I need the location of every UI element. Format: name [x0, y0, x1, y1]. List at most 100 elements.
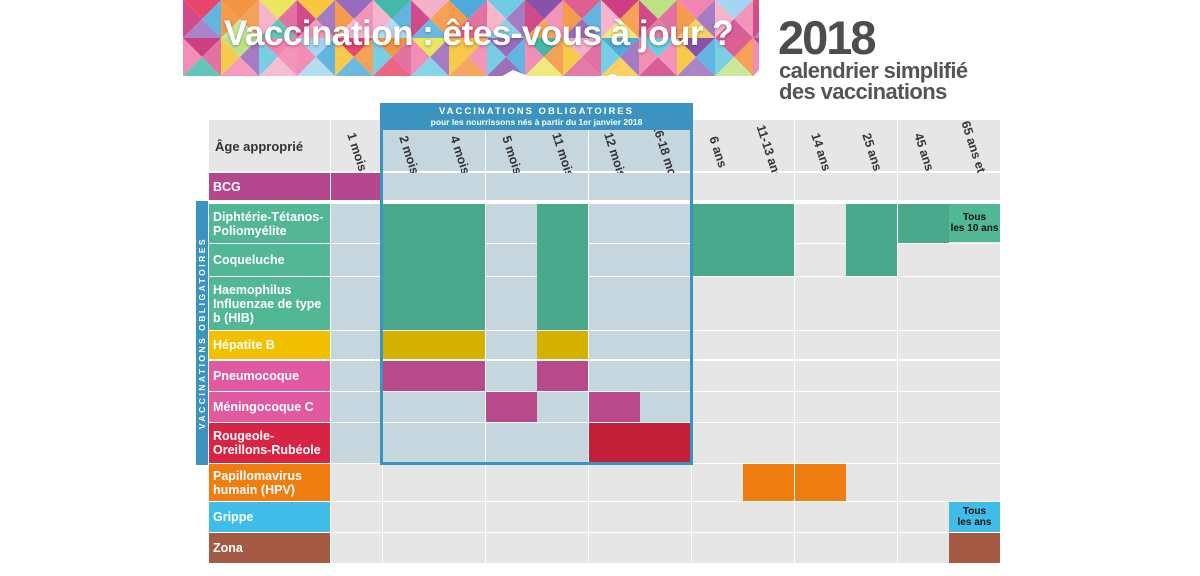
- grid-cell: [537, 464, 588, 501]
- banner-triangle: [183, 57, 221, 76]
- grid-cell: [383, 423, 434, 463]
- banner-triangle: [335, 38, 373, 57]
- grid-cell: [331, 502, 382, 532]
- grid-cell: [692, 392, 743, 422]
- grid-cell: [795, 502, 846, 532]
- grid-cell: [692, 277, 743, 330]
- grid-cell: [331, 277, 382, 330]
- schedule-mark: [743, 204, 794, 243]
- grid-cell: [846, 277, 897, 330]
- grid-cell: [331, 244, 382, 276]
- grid-cell: [898, 361, 949, 391]
- banner-triangle: [468, 0, 487, 38]
- vaccine-label-0: BCG: [209, 173, 330, 200]
- banner-triangle: [392, 38, 411, 76]
- age-column-header: 6 ans: [692, 120, 743, 171]
- banner-triangle: [335, 0, 354, 38]
- grid-cell: [692, 361, 743, 391]
- banner-triangle: [715, 19, 753, 38]
- banner-triangle: [487, 19, 525, 38]
- schedule-mark: [743, 464, 794, 501]
- schedule-mark: [434, 276, 485, 330]
- grid-cell: [640, 533, 691, 563]
- grid-cell: [589, 173, 640, 200]
- grid-cell: [692, 502, 743, 532]
- banner-triangle: [563, 0, 601, 19]
- age-column-header: 14 ans: [795, 120, 846, 172]
- grid-cell: [640, 464, 691, 501]
- grid-cell: [795, 331, 846, 359]
- banner-triangle: [563, 38, 582, 76]
- grid-cell: [898, 392, 949, 422]
- header-banner: [183, 0, 759, 100]
- banner-triangle: [297, 0, 316, 38]
- grid-cell: [692, 173, 743, 200]
- banner-triangle: [411, 57, 449, 76]
- grid-cell: [331, 392, 382, 422]
- banner-triangle: [677, 38, 696, 76]
- grid-cell: [795, 533, 846, 563]
- grid-cell: [589, 204, 640, 243]
- banner-triangle: [449, 19, 487, 38]
- banner-triangle: [221, 19, 259, 38]
- banner-triangle: [354, 38, 373, 76]
- grid-cell: [743, 533, 794, 563]
- age-label: 2 mois: [395, 134, 422, 177]
- grid-cell: [846, 173, 897, 200]
- schedule-mark: [383, 361, 434, 391]
- banner-triangle: [715, 0, 734, 38]
- grid-cell: [331, 331, 382, 359]
- banner-triangle: [297, 38, 335, 57]
- grid-cell: [898, 277, 949, 330]
- grid-cell: [537, 392, 588, 422]
- age-column-header: 16-18 mois: [640, 123, 691, 188]
- grid-cell: [795, 361, 846, 391]
- grid-cell: [537, 173, 588, 200]
- banner-triangle: [373, 19, 411, 38]
- banner-triangle: [601, 0, 620, 38]
- banner-triangle: [183, 0, 221, 19]
- banner-triangle: [278, 0, 297, 38]
- grid-cell: [331, 464, 382, 501]
- banner-triangle: [392, 0, 411, 38]
- schedule-mark: [846, 204, 897, 243]
- banner-triangle: [449, 0, 468, 38]
- grid-cell: [434, 502, 485, 532]
- schedule-mark: [589, 423, 640, 463]
- mandatory-side-band: VACCINATIONS OBLIGATOIRES: [196, 201, 208, 465]
- vaccine-label-5: Pneumocoque: [209, 361, 330, 391]
- age-column-header: 1 mois: [331, 120, 382, 173]
- banner-triangle: [221, 38, 259, 57]
- mandatory-header: VACCINATIONS OBLIGATOIRES pour les nourr…: [380, 103, 693, 130]
- grid-cell: [743, 392, 794, 422]
- grid-cell: [537, 423, 588, 463]
- grid-cell: [589, 464, 640, 501]
- banner-triangle: [411, 0, 430, 38]
- banner-triangle: [639, 0, 658, 38]
- grid-cell: [383, 502, 434, 532]
- banner-triangle: [525, 38, 563, 57]
- grid-cell: [383, 464, 434, 501]
- schedule-mark: [537, 361, 588, 391]
- grid-cell: [383, 392, 434, 422]
- banner-triangle: [373, 38, 411, 57]
- vaccine-label-8: Papillomavirus humain (HPV): [209, 464, 330, 501]
- grid-cell: [743, 423, 794, 463]
- banner-triangle: [658, 38, 677, 76]
- banner-triangle: [525, 19, 563, 38]
- banner-triangle: [221, 0, 240, 38]
- subtitle-line-2: des vaccinations: [779, 79, 947, 104]
- banner-triangle: [734, 38, 753, 76]
- age-label: 5 mois: [498, 134, 525, 177]
- banner-triangle: [183, 38, 202, 76]
- banner-triangle: [354, 0, 373, 38]
- age-label: 6 ans: [705, 134, 730, 169]
- grid-cell: [795, 423, 846, 463]
- banner-triangle: [240, 38, 259, 76]
- banner-triangle: [335, 0, 373, 19]
- banner-triangle: [696, 38, 715, 76]
- grid-cell: [589, 361, 640, 391]
- grid-cell: [640, 277, 691, 330]
- grid-cell: [486, 502, 537, 532]
- banner-triangle: [411, 38, 449, 57]
